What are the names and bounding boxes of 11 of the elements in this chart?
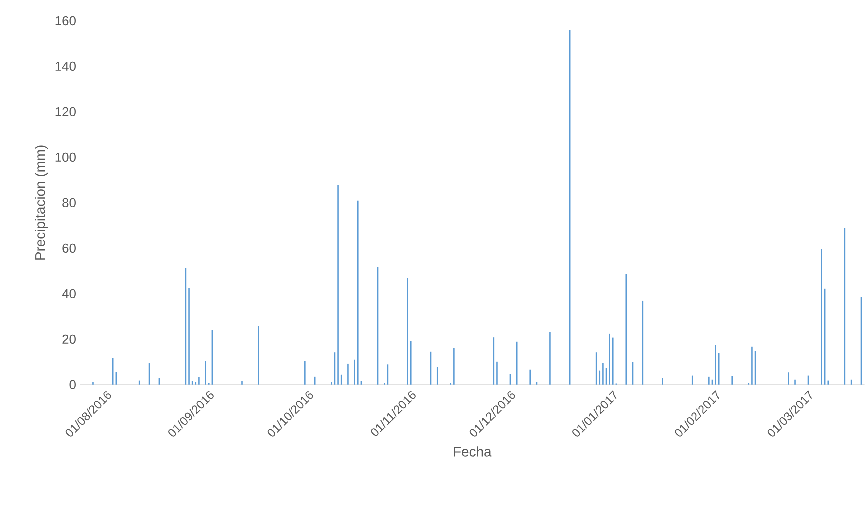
y-tick-label: 60 xyxy=(62,244,76,254)
y-tick-label: 80 xyxy=(62,198,76,208)
x-axis-title: Fecha xyxy=(454,446,492,457)
y-tick-label: 100 xyxy=(56,152,76,162)
y-tick-label: 160 xyxy=(56,16,76,26)
y-tick-label: 20 xyxy=(62,334,76,344)
y-tick-label: 140 xyxy=(56,62,76,72)
y-tick-label: 0 xyxy=(70,380,76,390)
y-axis-title: Precipitacion (mm) xyxy=(35,146,48,260)
y-tick-label: 40 xyxy=(62,289,76,299)
y-tick-label: 120 xyxy=(56,107,76,117)
